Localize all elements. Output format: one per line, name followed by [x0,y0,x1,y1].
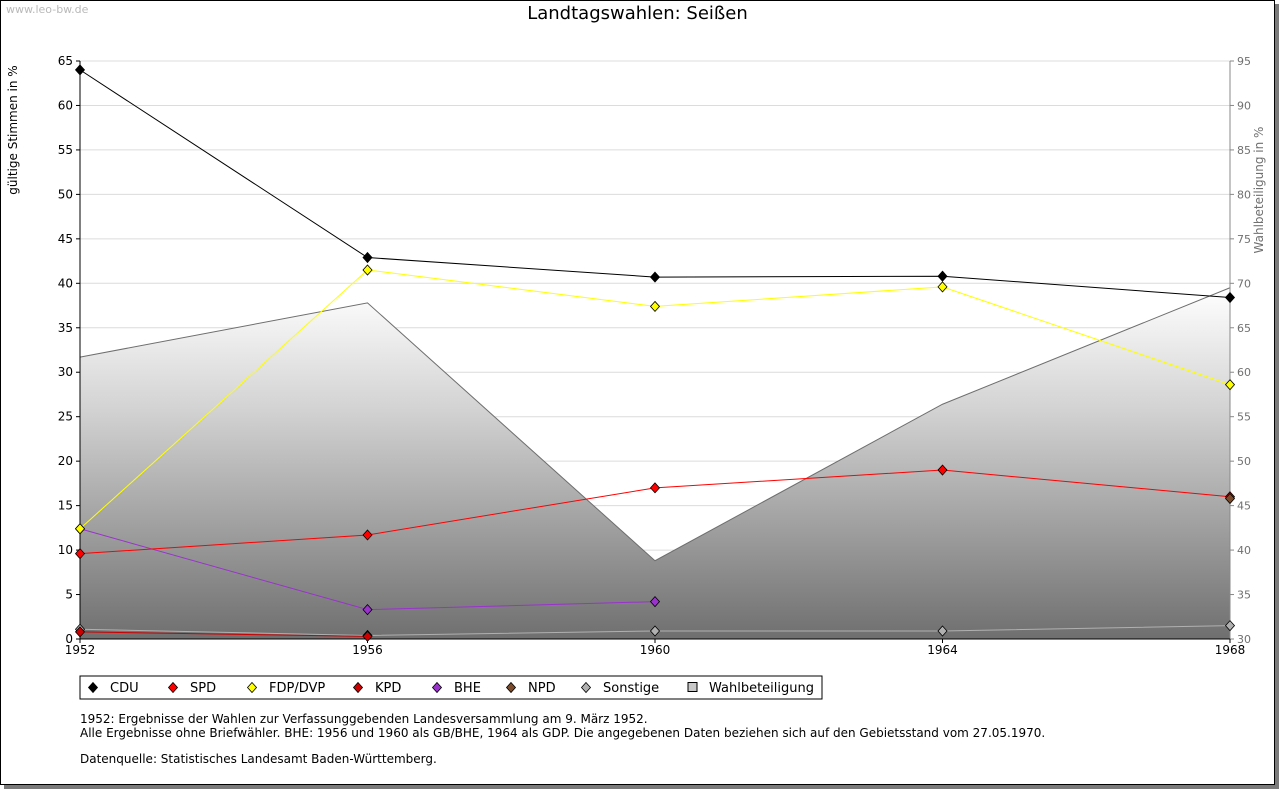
legend-box [79,675,823,700]
y-right-tick-label: 30 [1237,633,1251,646]
turnout-area [80,287,1230,639]
x-tick-label: 1968 [1215,643,1246,657]
y-left-tick-label: 55 [58,143,73,157]
y-left-tick-label: 15 [58,499,73,513]
chart-plot: 0 5 10 15 20 25 30 35 40 45 50 55 60 65 30 35 40 45 50 55 60… [6,54,1266,700]
legend-label: FDP/DVP [269,681,325,696]
legend-label: Wahlbeteiligung [709,681,814,696]
data-point-fdp-dvp [937,281,948,293]
note-line-1: 1952: Ergebnisse der Wahlen zur Verfassu… [80,712,648,726]
series-line-kpd [79,631,368,637]
legend-marker [352,681,364,694]
legend-marker [167,681,179,694]
y-left-tick-label: 20 [58,454,73,468]
legend-label: BHE [454,681,481,696]
legend-marker [431,681,443,694]
legend-swatch [687,682,698,692]
chart-title: Landtagswahlen: Seißen [527,3,748,24]
legend-label: CDU [110,681,139,696]
data-point-sonstige [649,625,661,637]
data-point-fdp-dvp [362,264,373,276]
note-source: Datenquelle: Statistisches Landesamt Bad… [80,752,437,766]
y-right-tick-label: 75 [1237,233,1251,246]
data-point-kpd [74,626,86,638]
legend-marker [246,681,258,694]
y-left-tick-label: 10 [58,543,73,557]
y-left-tick-label: 30 [58,365,73,379]
legend-label: SPD [190,681,216,696]
data-point-spd [937,464,948,476]
legend-marker [505,681,517,694]
y-right-tick-label: 90 [1237,99,1251,112]
watermark: www.leo-bw.de [6,3,89,16]
data-point-cdu [937,270,948,282]
data-point-fdp-dvp [74,523,86,535]
y-right-tick-label: 60 [1237,366,1251,379]
note-line-2: Alle Ergebnisse ohne Briefwähler. BHE: 1… [80,726,1046,740]
turnout-line [79,287,1231,562]
data-point-npd [1224,492,1236,505]
data-point-cdu [1224,291,1236,304]
y-right-axis-label: Wahlbeteiligung in % [1252,127,1266,254]
data-point-cdu [74,64,86,76]
legend-label: KPD [375,681,401,696]
y-left-tick-label: 40 [58,276,73,290]
y-right-tick-label: 70 [1237,277,1251,290]
y-right-tick-label: 50 [1237,455,1251,468]
data-point-bhe [362,604,373,616]
data-point-cdu [362,251,373,264]
x-tick-label: 1956 [352,643,383,657]
y-right-tick-label: 40 [1237,544,1251,557]
x-tick-label: 1952 [65,643,96,657]
data-point-spd [74,548,86,560]
y-left-tick-label: 35 [58,321,73,335]
y-left-tick-label: 5 [65,588,73,602]
data-point-spd [362,529,373,541]
y-left-tick-label: 60 [58,98,73,112]
chart-notes: 1952: Ergebnisse der Wahlen zur Verfassu… [80,712,1045,766]
y-left-tick-label: 25 [58,410,73,424]
y-right-tick-label: 35 [1237,589,1251,602]
legend-marker [87,681,99,694]
y-left-tick-label: 45 [58,232,73,246]
data-point-sonstige [937,625,948,637]
series-line-cdu [79,69,1231,299]
data-point-bhe [649,596,661,608]
x-tick-label: 1960 [640,643,671,657]
y-left-axis-label: gültige Stimmen in % [6,65,20,194]
legend-label: Sonstige [603,681,659,696]
data-point-cdu [649,271,661,283]
y-left-tick-label: 65 [58,54,73,68]
legend-label: NPD [528,681,556,696]
y-left-tick-label: 0 [65,632,73,646]
data-point-sonstige [1224,620,1236,632]
y-right-tick-label: 95 [1237,55,1251,68]
data-point-spd [649,482,661,494]
data-point-kpd [362,630,373,642]
data-point-fdp-dvp [649,300,661,313]
x-tick-label: 1964 [927,643,958,657]
y-right-tick-label: 55 [1237,411,1251,424]
y-left-tick-label: 50 [58,187,73,201]
y-right-tick-label: 85 [1237,144,1251,157]
y-right-tick-label: 80 [1237,188,1251,201]
y-right-tick-label: 65 [1237,322,1251,335]
data-point-fdp-dvp [1224,379,1236,391]
legend-marker [580,681,592,694]
y-right-tick-label: 45 [1237,500,1251,513]
